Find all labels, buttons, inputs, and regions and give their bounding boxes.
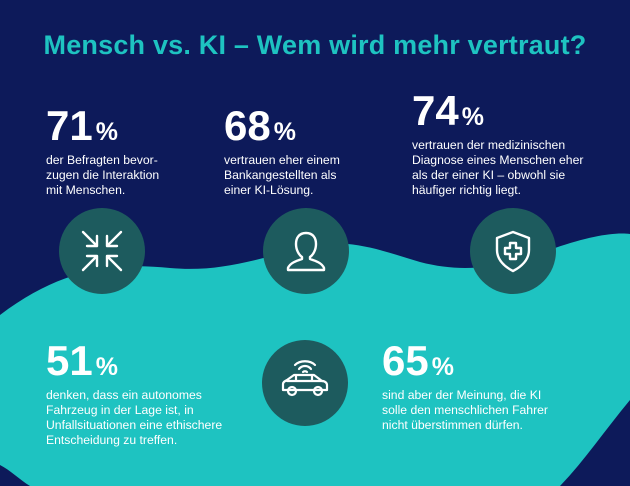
stat-description: vertrauen der medizinischen Diagnose ein…	[412, 138, 584, 197]
stat-description: vertrauen eher einem Bankangestellten al…	[224, 153, 340, 197]
stat-74: 74% vertrauen der medizinischen Diagnose…	[412, 90, 583, 198]
stat-value: 71%	[46, 102, 118, 149]
stat-71: 71% der Befragten bevor- zugen die Inter…	[46, 105, 159, 198]
arrows-inward-icon	[59, 208, 145, 294]
person-icon	[263, 208, 349, 294]
stat-value: 68%	[224, 102, 296, 149]
stat-description: sind aber der Meinung, die KI solle den …	[382, 388, 548, 432]
stat-value: 74%	[412, 87, 484, 134]
stat-description: der Befragten bevor- zugen die Interakti…	[46, 153, 160, 197]
page-title: Mensch vs. KI – Wem wird mehr vertraut?	[43, 30, 587, 60]
stat-value: 65%	[382, 337, 454, 384]
stat-51: 51% denken, dass ein autonomes Fahrzeug …	[46, 340, 222, 448]
connected-car-icon	[262, 340, 348, 426]
stat-description: denken, dass ein autonomes Fahrzeug in d…	[46, 388, 223, 447]
stat-65: 65% sind aber der Meinung, die KI solle …	[382, 340, 548, 433]
stat-value: 51%	[46, 337, 118, 384]
medical-shield-icon	[470, 208, 556, 294]
stat-68: 68% vertrauen eher einem Bankangestellte…	[224, 105, 340, 198]
